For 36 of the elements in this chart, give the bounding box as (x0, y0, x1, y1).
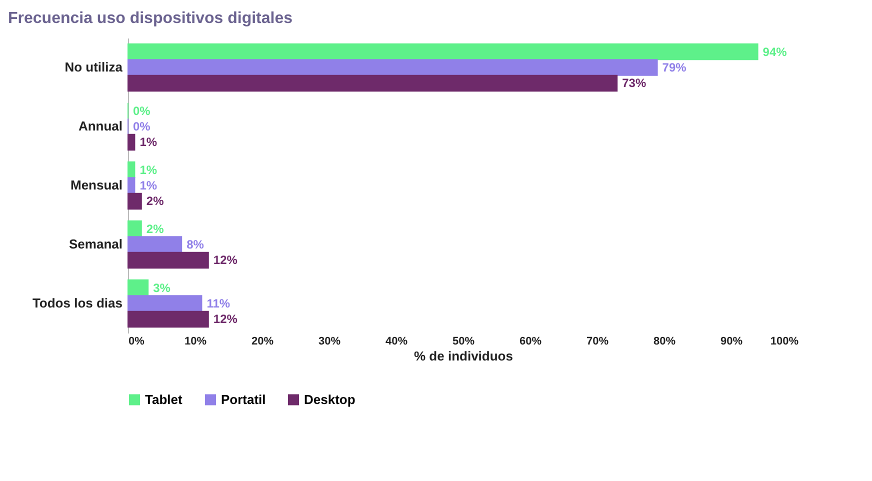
x-axis-title: % de individuos (414, 348, 513, 364)
chart-title: Frecuencia uso dispositivos digitales (8, 10, 293, 27)
data-label: 1% (140, 162, 158, 177)
x-tick-label: 50% (452, 336, 475, 348)
data-label: 2% (146, 222, 164, 236)
data-label: 1% (140, 178, 158, 192)
y-tick-label: Annual (78, 118, 122, 134)
data-label: 1% (140, 135, 158, 150)
y-tick-label: Semanal (69, 236, 122, 252)
x-tick-label: 40% (385, 336, 408, 348)
x-tick-label: 30% (318, 336, 341, 348)
x-tick-label: 90% (720, 336, 743, 348)
data-label: 0% (133, 120, 151, 134)
data-label: 12% (213, 253, 238, 268)
data-label: 3% (153, 280, 171, 295)
y-tick-label: No utiliza (64, 60, 124, 74)
x-tick-label: 0% (128, 336, 145, 348)
data-label: 73% (622, 76, 646, 90)
x-tick-label: 100% (770, 336, 799, 348)
x-tick-label: 80% (653, 336, 676, 348)
x-tick-label: 20% (251, 336, 274, 348)
legend-label: Tablet (145, 392, 183, 407)
data-label: 11% (206, 296, 230, 310)
y-tick-label: Todos los dias (32, 296, 122, 310)
legend-label: Portatil (221, 392, 266, 407)
x-tick-label: 10% (184, 336, 207, 348)
data-label: 8% (186, 238, 204, 252)
y-tick-label: Mensual (70, 178, 122, 192)
x-tick-label: 70% (586, 336, 609, 348)
x-tick-label: 60% (519, 336, 542, 348)
legend-label: Desktop (304, 392, 356, 407)
data-label: 94% (762, 44, 788, 59)
data-label: 2% (146, 194, 164, 208)
data-label: 12% (213, 312, 238, 326)
data-label: 0% (133, 104, 151, 118)
data-label: 79% (662, 60, 687, 74)
